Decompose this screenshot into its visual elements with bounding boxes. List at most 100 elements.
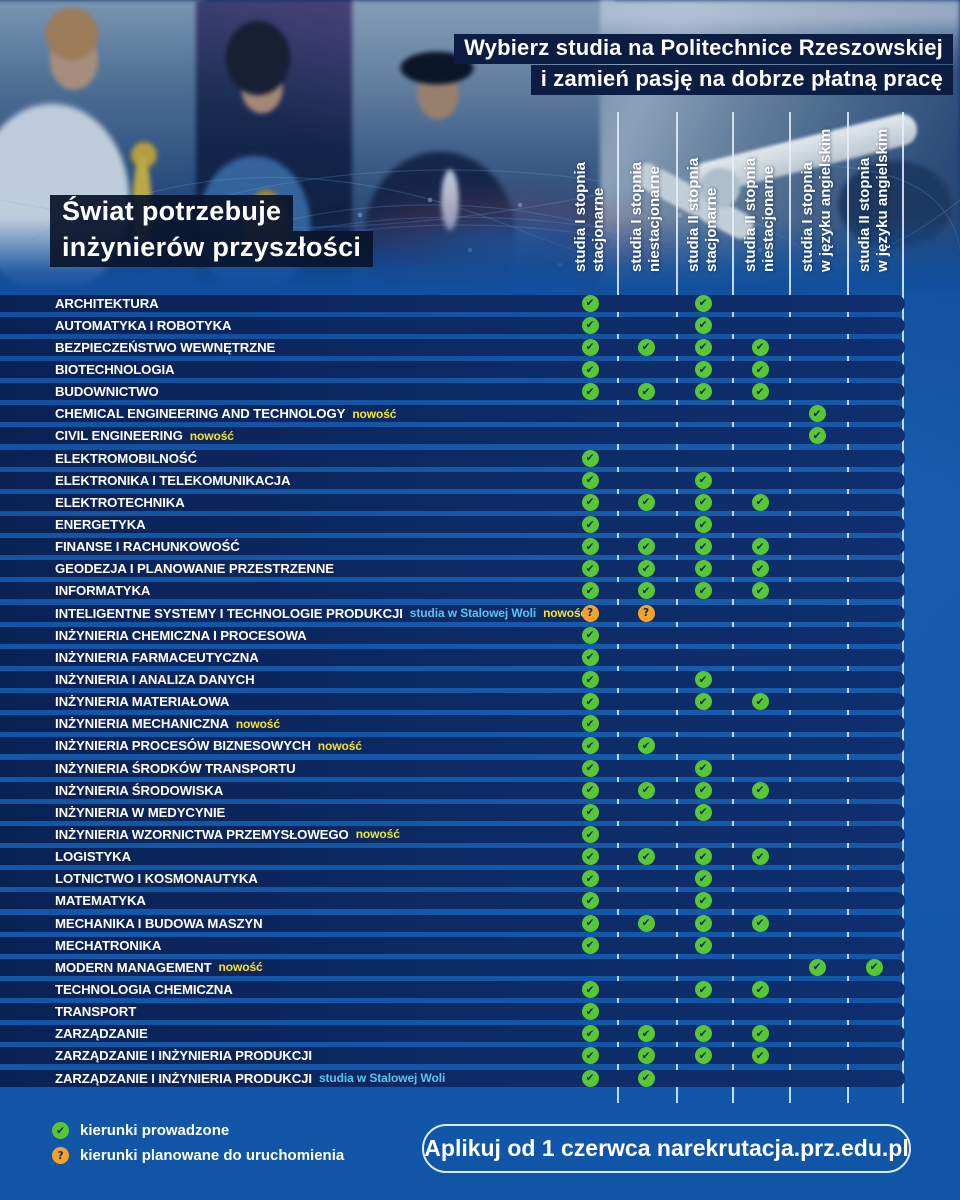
program-label: INTELIGENTNE SYSTEMY I TECHNOLOGIE PRODU… [55, 602, 587, 624]
check-icon: ✔ [694, 538, 712, 556]
program-label: ELEKTRONIKA I TELEKOMUNIKACJA [55, 469, 291, 491]
check-icon: ✔ [581, 914, 599, 932]
check-icon: ✔ [52, 1122, 69, 1139]
legend: ✔ kierunki prowadzone? kierunki planowane … [52, 1118, 344, 1168]
program-label: INŻYNIERIA I ANALIZA DANYCH [55, 668, 255, 690]
column-header-6: studia II stopnia w języku angielskim [856, 122, 892, 272]
row-background [0, 383, 905, 401]
legend-label: kierunki planowane do uruchomienia [80, 1147, 345, 1164]
program-row: LOTNICTWO I KOSMONAUTYKA ✔ ✔ [0, 868, 960, 890]
check-icon: ✔ [581, 715, 599, 733]
program-label: CHEMICAL ENGINEERING AND TECHNOLOGY nowoś… [55, 403, 396, 425]
row-background [0, 870, 905, 888]
program-label: ENERGETYKA [55, 513, 146, 535]
check-icon: ✔ [637, 848, 655, 866]
headline: Wybierz studia na Politechnice Rzeszowsk… [454, 34, 953, 95]
program-name: INŻYNIERIA CHEMICZNA I PROCESOWA [55, 627, 307, 643]
program-label: MODERN MANAGEMENT nowość [55, 956, 263, 978]
check-icon: ✔ [694, 582, 712, 600]
program-row: INFORMATYKA ✔ ✔ ✔ ✔ [0, 580, 960, 602]
row-background [0, 914, 905, 932]
column-header-4: studia II stopnia niestacjonarne [742, 122, 778, 272]
row-background [0, 715, 905, 733]
row-background [0, 648, 905, 666]
question-icon: ? [637, 604, 655, 622]
row-background [0, 405, 905, 423]
program-row: ELEKTROTECHNIKA ✔ ✔ ✔ ✔ [0, 491, 960, 513]
row-background [0, 958, 905, 976]
program-row: INŻYNIERIA MATERIAŁOWA ✔ ✔ ✔ [0, 691, 960, 713]
column-header-line1: studia I stopnia [628, 161, 645, 272]
program-row: ZARZĄDZANIE ✔ ✔ ✔ ✔ [0, 1023, 960, 1045]
program-name: INŻYNIERIA ŚRODKÓW TRANSPORTU [55, 760, 296, 776]
program-row: INŻYNIERIA PROCESÓW BIZNESOWYCH nowość ✔ ✔ [0, 735, 960, 757]
check-icon: ✔ [751, 493, 769, 511]
program-name: INŻYNIERIA W MEDYCYNIE [55, 804, 226, 820]
program-label: BEZPIECZEŃSTWO WEWNĘTRZNE [55, 336, 275, 358]
program-row: AUTOMATYKA I ROBOTYKA ✔ ✔ [0, 314, 960, 336]
program-row: CHEMICAL ENGINEERING AND TECHNOLOGY nowoś… [0, 403, 960, 425]
program-name: MODERN MANAGEMENT [55, 959, 212, 975]
program-name: MECHATRONIKA [55, 937, 162, 953]
program-label: MECHANIKA I BUDOWA MASZYN [55, 912, 263, 934]
program-name: INŻYNIERIA MECHANICZNA [55, 716, 229, 732]
badge-new: nowość [235, 716, 280, 731]
row-background [0, 338, 905, 356]
program-label: ZARZĄDZANIE I INŻYNIERIA PRODUKCJI [55, 1045, 312, 1067]
program-name: ELEKTRONIKA I TELEKOMUNIKACJA [55, 472, 291, 488]
check-icon: ✔ [694, 560, 712, 578]
check-icon: ✔ [694, 383, 712, 401]
program-label: INŻYNIERIA ŚRODOWISKA [55, 779, 223, 801]
program-label: LOGISTYKA [55, 846, 131, 868]
program-row: BIOTECHNOLOGIA ✔ ✔ ✔ [0, 358, 960, 380]
column-header-3: studia II stopnia stacjonarne [685, 122, 721, 272]
check-icon: ✔ [581, 1069, 599, 1087]
program-name: TRANSPORT [55, 1004, 137, 1020]
check-icon: ✔ [751, 338, 769, 356]
program-row: MECHANIKA I BUDOWA MASZYN ✔ ✔ ✔ ✔ [0, 912, 960, 934]
badge-new: nowość [543, 606, 588, 621]
check-icon: ✔ [751, 560, 769, 578]
program-row: CIVIL ENGINEERING nowość ✔ [0, 425, 960, 447]
check-icon: ✔ [694, 1025, 712, 1043]
program-row: ELEKTROMOBILNOŚĆ ✔ [0, 447, 960, 469]
check-icon: ✔ [694, 981, 712, 999]
row-background [0, 892, 905, 910]
row-background [0, 1047, 905, 1065]
program-label: INŻYNIERIA FARMACEUTYCZNA [55, 646, 259, 668]
program-name: ZARZĄDZANIE I INŻYNIERIA PRODUKCJI [55, 1048, 312, 1064]
cta-button[interactable]: Aplikuj od 1 czerwca na rekrutacja.prz.e… [422, 1124, 911, 1173]
check-icon: ✔ [694, 914, 712, 932]
program-row: FINANSE I RACHUNKOWOŚĆ ✔ ✔ ✔ ✔ [0, 536, 960, 558]
column-header-line1: studia I stopnia [799, 161, 816, 272]
badge-new: nowość [355, 827, 400, 842]
program-label: GEODEZJA I PLANOWANIE PRZESTRZENNE [55, 558, 334, 580]
badge-new: nowość [352, 406, 397, 421]
program-label: ARCHITEKTURA [55, 292, 159, 314]
page-title: Świat potrzebuje inżynierów przyszłości [50, 195, 374, 267]
program-name: CIVIL ENGINEERING [55, 428, 183, 444]
check-icon: ✔ [694, 361, 712, 379]
check-icon: ✔ [751, 582, 769, 600]
row-background [0, 626, 905, 644]
check-icon: ✔ [808, 427, 826, 445]
program-label: MECHATRONIKA [55, 934, 161, 956]
badge-location: studia w Stalowej Woli [409, 606, 537, 621]
row-background [0, 294, 905, 312]
check-icon: ✔ [581, 1025, 599, 1043]
legend-item: ? kierunki planowane do uruchomienia [52, 1143, 344, 1168]
check-icon: ✔ [581, 936, 599, 954]
badge-new: nowość [218, 960, 263, 975]
check-icon: ✔ [581, 538, 599, 556]
program-name: LOGISTYKA [55, 849, 132, 865]
program-name: INTELIGENTNE SYSTEMY I TECHNOLOGIE PRODU… [55, 605, 403, 621]
program-row: BEZPIECZEŃSTWO WEWNĘTRZNE ✔ ✔ ✔ ✔ [0, 336, 960, 358]
check-icon: ✔ [637, 737, 655, 755]
column-header-1: studia I stopnia stacjonarne [572, 122, 608, 272]
check-icon: ✔ [751, 693, 769, 711]
program-name: MECHANIKA I BUDOWA MASZYN [55, 915, 263, 931]
check-icon: ✔ [581, 781, 599, 799]
program-name: ZARZĄDZANIE I INŻYNIERIA PRODUKCJI [55, 1070, 312, 1086]
program-name: FINANSE I RACHUNKOWOŚĆ [55, 539, 240, 555]
